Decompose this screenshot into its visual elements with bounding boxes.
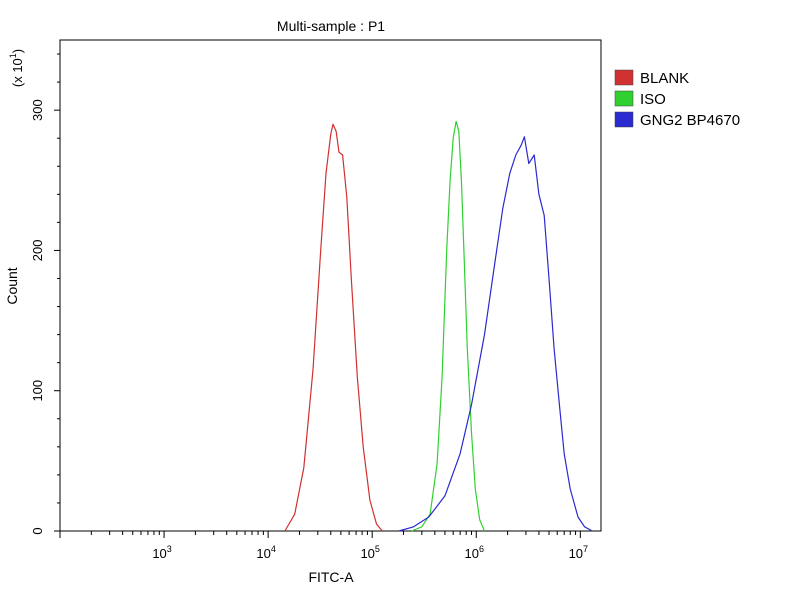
- x-tick-exp: 6: [479, 544, 484, 554]
- x-tick-label: 104: [256, 544, 275, 561]
- x-axis: 103 104 105 106 107: [59, 531, 588, 561]
- x-tick-base: 10: [152, 546, 166, 561]
- x-tick-label: 105: [360, 544, 379, 561]
- y-multiplier-close: ): [10, 49, 25, 53]
- x-tick-base: 10: [360, 546, 374, 561]
- y-tick-label: 200: [30, 240, 45, 262]
- x-tick-label: 107: [569, 544, 588, 561]
- series-layer: [284, 120, 593, 532]
- series-line-gng2-bp4670: [398, 136, 593, 532]
- x-axis-label: FITC-A: [308, 569, 354, 585]
- y-tick-label: 0: [30, 527, 45, 534]
- x-tick-exp: 5: [375, 544, 380, 554]
- legend-label: GNG2 BP4670: [640, 112, 740, 129]
- x-tick-base: 10: [569, 546, 583, 561]
- legend-swatch: [614, 69, 634, 86]
- y-multiplier-exp: 1: [8, 53, 18, 58]
- x-tick-exp: 3: [167, 544, 172, 554]
- series-line-blank: [284, 123, 383, 532]
- y-tick-label: 100: [30, 380, 45, 402]
- y-multiplier-base: (x 10: [10, 58, 25, 87]
- legend-swatch: [614, 111, 634, 128]
- legend-label: ISO: [640, 91, 666, 108]
- y-axis: 0 100 200 300: [30, 53, 60, 535]
- legend-label: BLANK: [640, 70, 689, 87]
- legend-swatch: [614, 90, 634, 107]
- y-tick-label: 300: [30, 99, 45, 121]
- legend: BLANK ISO GNG2 BP4670: [614, 69, 740, 129]
- x-tick-base: 10: [465, 546, 479, 561]
- x-tick-label: 103: [152, 544, 171, 561]
- x-tick-exp: 7: [583, 544, 588, 554]
- x-tick-label: 106: [465, 544, 484, 561]
- series-line-iso: [411, 120, 486, 532]
- y-axis-label: Count: [4, 267, 20, 304]
- y-multiplier-label: (x 101): [8, 49, 25, 87]
- x-tick-exp: 4: [271, 544, 276, 554]
- plot-frame: [59, 39, 602, 532]
- chart-title: Multi-sample : P1: [277, 18, 385, 34]
- x-tick-base: 10: [256, 546, 270, 561]
- svg-text:(x 101): (x 101): [8, 49, 25, 87]
